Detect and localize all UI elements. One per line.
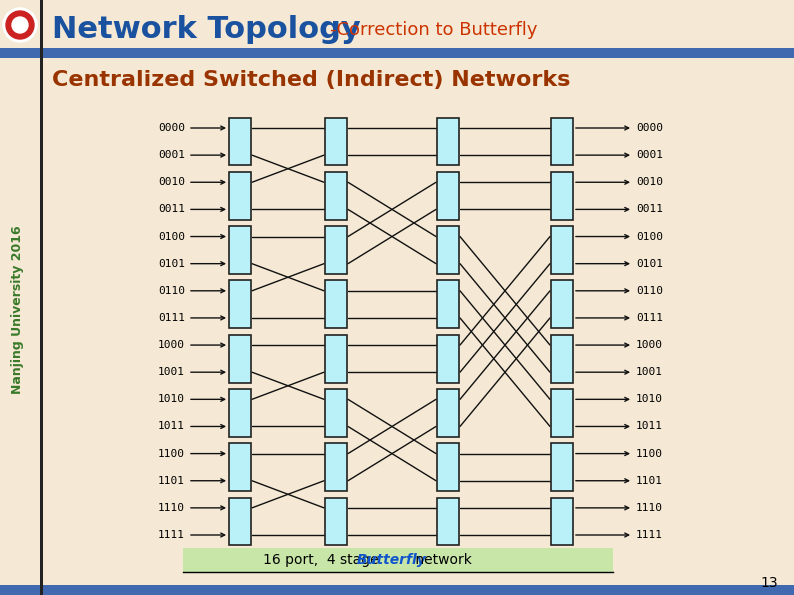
Text: 0100: 0100 [636, 231, 663, 242]
Text: 1000: 1000 [158, 340, 185, 350]
Text: network: network [411, 553, 472, 567]
Bar [551, 226, 573, 274]
Text: Nanjing University 2016: Nanjing University 2016 [11, 226, 25, 394]
Bar [229, 497, 251, 545]
Text: 0011: 0011 [158, 205, 185, 214]
Text: 16 port,  4 stage: 16 port, 4 stage [263, 553, 383, 567]
Text: 0010: 0010 [158, 177, 185, 187]
Text: 0111: 0111 [636, 313, 663, 323]
Text: 1111: 1111 [158, 530, 185, 540]
Text: 1000: 1000 [636, 340, 663, 350]
Bar [437, 443, 459, 491]
Bar [229, 280, 251, 328]
Bar [229, 118, 251, 165]
Text: 0000: 0000 [158, 123, 185, 133]
Text: 0001: 0001 [636, 150, 663, 160]
Text: Centralized Switched (Indirect) Networks: Centralized Switched (Indirect) Networks [52, 70, 570, 90]
Text: 0011: 0011 [636, 205, 663, 214]
Text: 1001: 1001 [158, 367, 185, 377]
Circle shape [6, 11, 34, 39]
Text: 0101: 0101 [636, 259, 663, 269]
Text: 1001: 1001 [636, 367, 663, 377]
Bar [437, 389, 459, 437]
Text: 13: 13 [761, 576, 778, 590]
Bar [229, 443, 251, 491]
Bar [437, 226, 459, 274]
Bar [551, 280, 573, 328]
Bar [551, 118, 573, 165]
Bar [325, 389, 347, 437]
Text: 0000: 0000 [636, 123, 663, 133]
Text: 0110: 0110 [158, 286, 185, 296]
Bar [325, 226, 347, 274]
Text: 1011: 1011 [636, 421, 663, 431]
Bar [325, 280, 347, 328]
Text: 0010: 0010 [636, 177, 663, 187]
Text: 0101: 0101 [158, 259, 185, 269]
Text: 1111: 1111 [636, 530, 663, 540]
Bar [229, 335, 251, 383]
Bar [229, 226, 251, 274]
Bar [551, 497, 573, 545]
Text: 0111: 0111 [158, 313, 185, 323]
Bar [325, 497, 347, 545]
Text: 1110: 1110 [636, 503, 663, 513]
Bar [325, 335, 347, 383]
Text: 1101: 1101 [158, 476, 185, 486]
Circle shape [12, 17, 28, 33]
Bar [0, 585, 794, 595]
Bar [437, 172, 459, 220]
Text: -Correction to Butterfly: -Correction to Butterfly [330, 21, 538, 39]
Text: Network Topology: Network Topology [52, 15, 360, 45]
Bar [551, 389, 573, 437]
Text: 0100: 0100 [158, 231, 185, 242]
Text: 0110: 0110 [636, 286, 663, 296]
Text: 1011: 1011 [158, 421, 185, 431]
Bar [437, 497, 459, 545]
Bar [325, 443, 347, 491]
Text: 1100: 1100 [158, 449, 185, 459]
Bar [229, 389, 251, 437]
Bar [551, 335, 573, 383]
Bar [437, 118, 459, 165]
Bar [551, 172, 573, 220]
Text: 1101: 1101 [636, 476, 663, 486]
Text: 1110: 1110 [158, 503, 185, 513]
Text: 1010: 1010 [636, 394, 663, 405]
Bar [229, 172, 251, 220]
Bar [183, 548, 613, 572]
Bar [0, 48, 794, 58]
Bar [551, 443, 573, 491]
Bar [437, 280, 459, 328]
Text: 1100: 1100 [636, 449, 663, 459]
Text: Butterfly: Butterfly [357, 553, 426, 567]
Circle shape [3, 8, 37, 42]
Text: 1010: 1010 [158, 394, 185, 405]
Text: 0001: 0001 [158, 150, 185, 160]
Bar [40, 0, 43, 595]
Bar [325, 172, 347, 220]
Bar [325, 118, 347, 165]
Bar [437, 335, 459, 383]
